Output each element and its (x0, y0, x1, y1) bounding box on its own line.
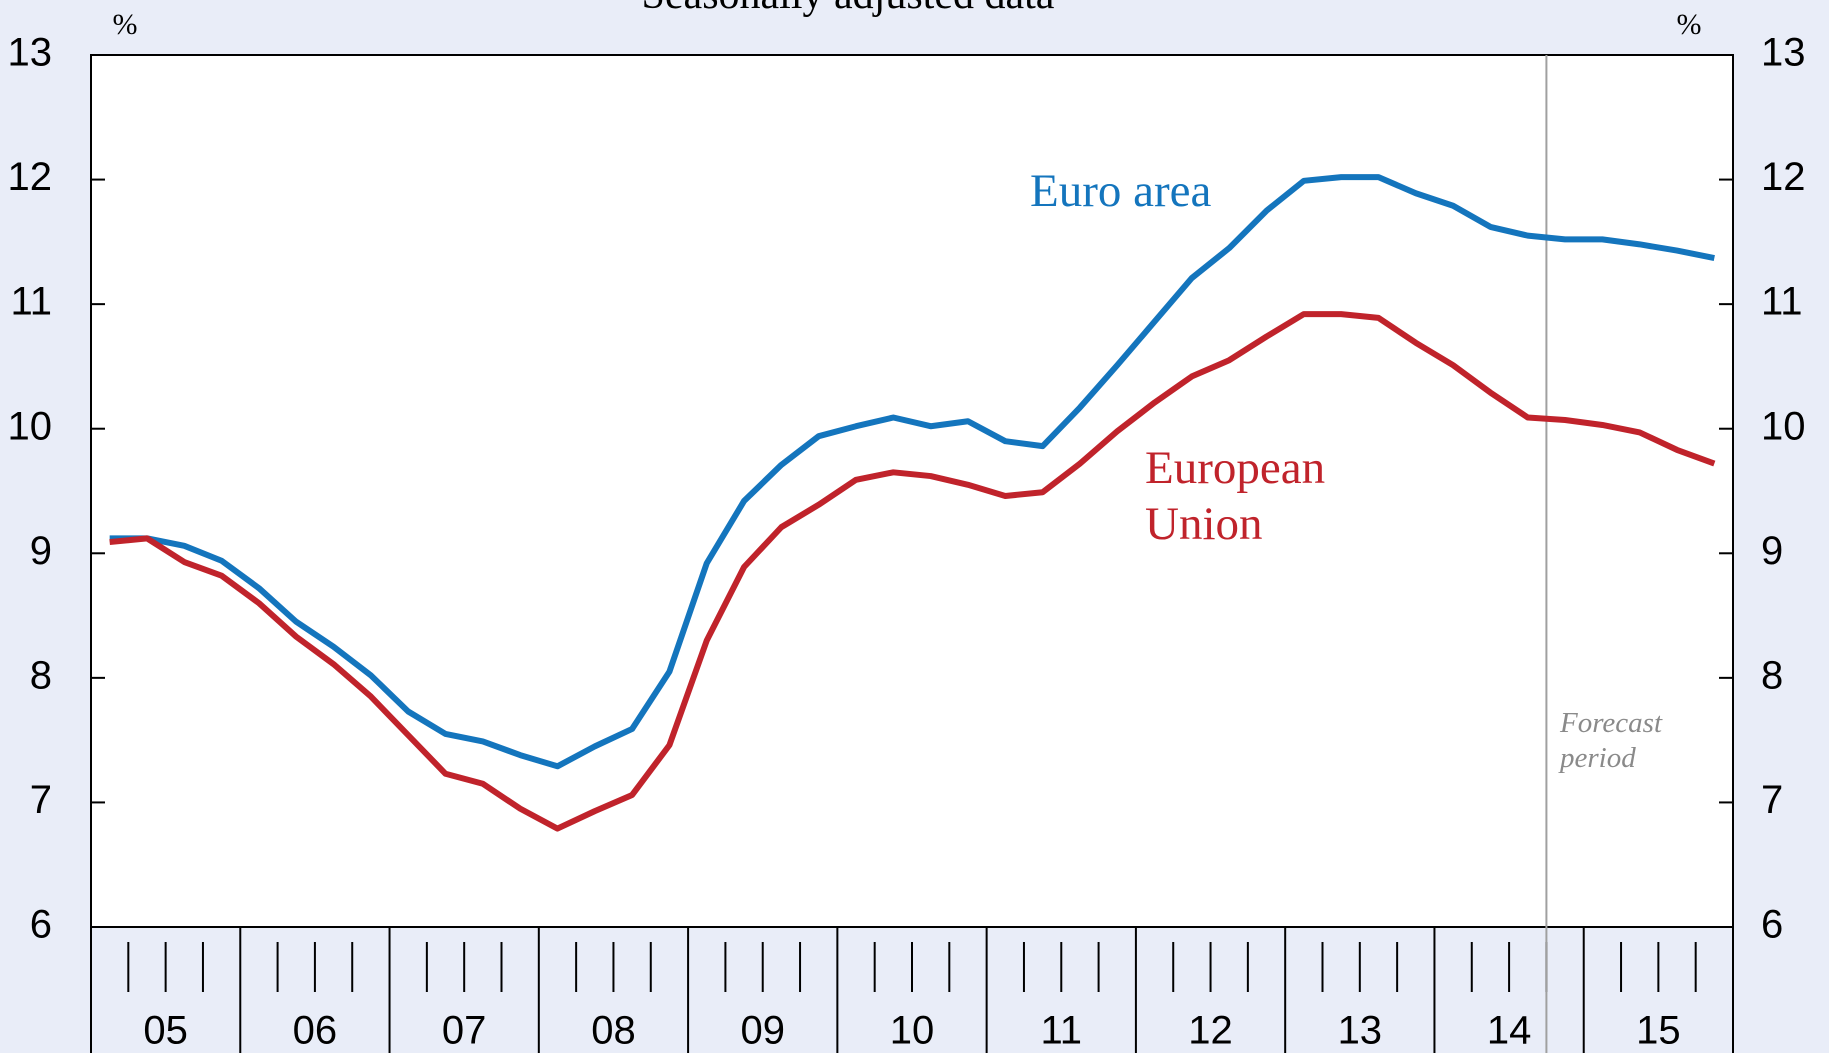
chart-subtitle: Seasonally adjusted data (642, 0, 1055, 18)
series-label: European Union (1145, 442, 1326, 551)
x-tick-label: 15 (1636, 1009, 1681, 1053)
x-tick-label: 13 (1338, 1009, 1383, 1053)
x-tick-label: 10 (890, 1009, 935, 1053)
y-tick-label: 10 (8, 404, 53, 448)
y-unit-left: % (113, 8, 138, 41)
y-tick-label: 7 (30, 778, 52, 822)
y-tick-label: 6 (30, 903, 52, 947)
y-tick-label: 8 (30, 653, 52, 697)
y-tick-label: 9 (30, 529, 52, 573)
y2-tick-label: 7 (1761, 778, 1783, 822)
x-tick-label: 09 (740, 1009, 785, 1053)
y-tick-label: 13 (8, 31, 53, 75)
forecast-label: Forecast period (1560, 707, 1663, 774)
y-tick-label: 11 (10, 280, 52, 324)
y2-tick-label: 6 (1761, 903, 1783, 947)
y2-tick-label: 11 (1761, 280, 1803, 324)
x-tick-label: 05 (143, 1009, 188, 1053)
x-tick-label: 14 (1487, 1009, 1532, 1053)
plot-area (90, 54, 1734, 928)
series-line (109, 311, 1716, 832)
y-tick-label: 12 (8, 155, 53, 199)
y2-tick-label: 12 (1761, 155, 1806, 199)
x-tick-label: 12 (1188, 1009, 1233, 1053)
x-tick-label: 07 (442, 1009, 487, 1053)
y2-tick-label: 10 (1761, 404, 1806, 448)
y2-tick-label: 13 (1761, 31, 1806, 75)
y-unit-right: % (1677, 8, 1702, 41)
series-label: Euro area (1030, 165, 1212, 217)
y2-tick-label: 9 (1761, 529, 1783, 573)
x-tick-label: 06 (293, 1009, 338, 1053)
y2-tick-label: 8 (1761, 653, 1783, 697)
series-line (109, 174, 1715, 770)
x-tick-label: 11 (1041, 1009, 1083, 1053)
x-tick-label: 08 (591, 1009, 636, 1053)
